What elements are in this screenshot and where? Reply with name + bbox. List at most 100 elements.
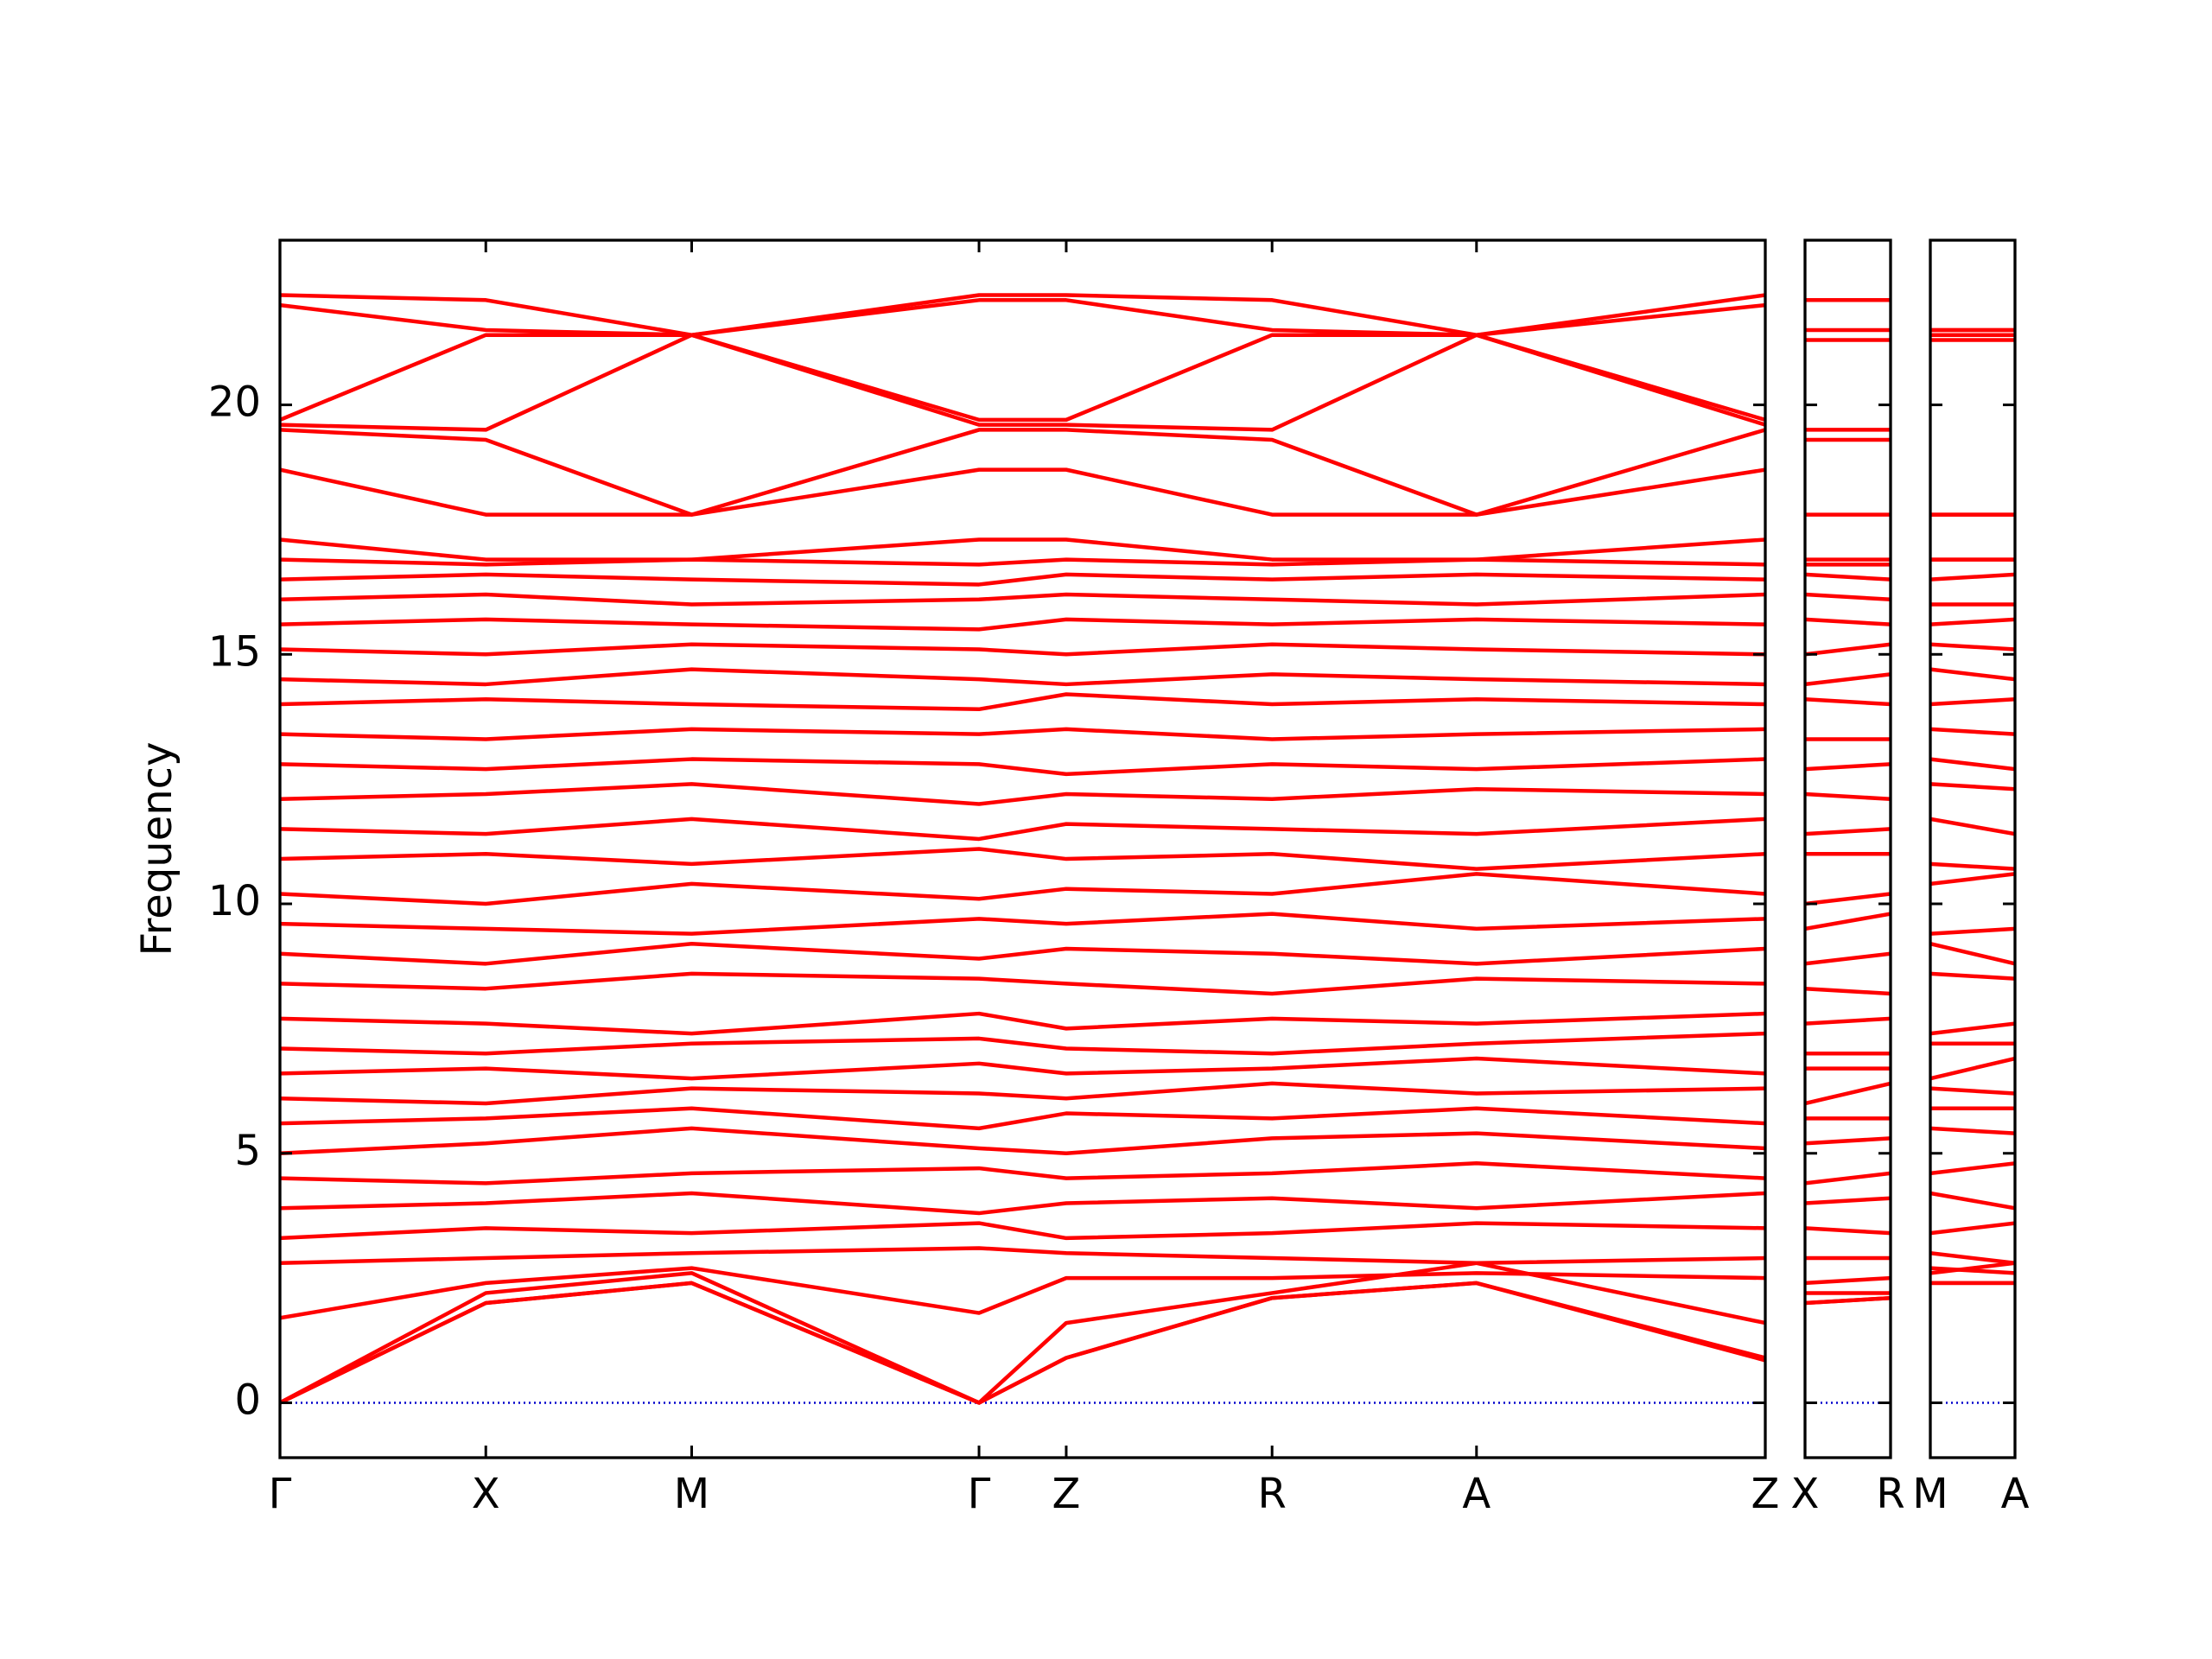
- band-line: [1930, 1021, 2015, 1036]
- x-tick-label: A: [1462, 1470, 1491, 1518]
- x-tick-label: Z: [1751, 1470, 1780, 1518]
- band-line: [280, 1266, 1765, 1320]
- band-line: [280, 757, 1765, 777]
- band-line: [280, 1261, 1765, 1405]
- band-line: [1930, 1251, 2015, 1266]
- band-line: [1930, 1161, 2015, 1176]
- band-line: [280, 692, 1765, 712]
- band-line: [280, 642, 1765, 657]
- x-tick-label: Γ: [269, 1470, 292, 1518]
- band-line: [280, 1031, 1765, 1056]
- band-line: [280, 572, 1765, 587]
- band-line: [280, 782, 1765, 806]
- band-line: [1805, 592, 1891, 602]
- band-line: [1930, 872, 2015, 887]
- band-line: [280, 298, 1765, 337]
- x-tick-label: Z: [1052, 1470, 1081, 1518]
- x-tick-label: A: [2001, 1470, 2030, 1518]
- band-line: [1930, 1261, 2015, 1275]
- band-line: [1930, 727, 2015, 736]
- band-line: [1930, 1266, 2015, 1275]
- x-tick-label: M: [1912, 1470, 1948, 1518]
- band-line: [1930, 942, 2015, 966]
- x-tick-label: X: [1791, 1470, 1820, 1518]
- band-line: [280, 971, 1765, 996]
- band-line: [280, 872, 1765, 906]
- band-line: [1805, 617, 1891, 626]
- x-tick-label: Γ: [968, 1470, 991, 1518]
- band-line: [1930, 1191, 2015, 1211]
- plot-area: [1805, 298, 1891, 1404]
- band-line: [1805, 892, 1891, 906]
- band-line: [280, 428, 1765, 517]
- axes-frame: [1803, 238, 1892, 1459]
- band-line: [280, 333, 1765, 423]
- band-line: [280, 467, 1765, 517]
- band-line: [1930, 971, 2015, 981]
- y-tick-label: 10: [208, 877, 261, 925]
- band-line: [1930, 757, 2015, 772]
- band-line: [1805, 672, 1891, 687]
- band-line: [280, 1106, 1765, 1131]
- band-line: [280, 941, 1765, 966]
- y-tick-label: 5: [234, 1127, 261, 1175]
- x-tick-label: R: [1876, 1470, 1904, 1518]
- band-line: [1805, 791, 1891, 801]
- band-line: [1930, 642, 2015, 652]
- band-line: [1930, 697, 2015, 707]
- band-line: [1805, 951, 1891, 966]
- band-line: [1805, 1136, 1891, 1146]
- band-line: [280, 847, 1765, 871]
- band-line: [280, 817, 1765, 842]
- band-line: [1805, 1226, 1891, 1236]
- band-line: [1930, 572, 2015, 582]
- band-line: [280, 617, 1765, 632]
- band-line: [1805, 1016, 1891, 1026]
- band-line: [1805, 1196, 1891, 1205]
- band-line: [1805, 827, 1891, 836]
- band-line: [280, 1126, 1765, 1155]
- y-tick-label: 15: [208, 627, 261, 676]
- band-line: [280, 727, 1765, 741]
- band-line: [280, 1281, 1765, 1405]
- band-line: [1930, 1126, 2015, 1135]
- axes-frame: [1929, 238, 2017, 1459]
- band-line: [1805, 986, 1891, 996]
- band-line: [1930, 1221, 2015, 1236]
- band-line: [280, 912, 1765, 936]
- band-line: [280, 1011, 1765, 1036]
- band-line: [1805, 912, 1891, 931]
- band-line: [1930, 617, 2015, 626]
- band-line: [1805, 762, 1891, 772]
- band-line: [1930, 817, 2015, 836]
- x-tick-label: R: [1258, 1470, 1287, 1518]
- band-line: [1930, 1086, 2015, 1096]
- band-line: [1930, 861, 2015, 871]
- band-line: [1930, 782, 2015, 791]
- band-line: [1805, 697, 1891, 707]
- plot-area: [1930, 327, 2015, 1404]
- band-line: [280, 667, 1765, 687]
- band-line: [280, 1081, 1765, 1106]
- band-line: [1930, 1056, 2015, 1081]
- axes-frame: [278, 238, 1767, 1459]
- y-tick-label: 20: [208, 378, 261, 427]
- band-line: [1805, 642, 1891, 657]
- band-line: [280, 293, 1765, 337]
- band-line: [1805, 572, 1891, 582]
- band-line: [280, 1221, 1765, 1241]
- x-tick-label: X: [472, 1470, 500, 1518]
- band-line: [280, 1161, 1765, 1185]
- band-line: [280, 1246, 1765, 1266]
- plot-area: [280, 293, 1765, 1405]
- x-tick-label: M: [674, 1470, 709, 1518]
- band-line: [280, 592, 1765, 607]
- band-line: [1805, 1295, 1891, 1306]
- band-line: [1805, 1275, 1891, 1286]
- band-line: [280, 1056, 1765, 1081]
- band-line: [280, 333, 1765, 432]
- band-line: [280, 537, 1765, 562]
- band-line: [1805, 1081, 1891, 1106]
